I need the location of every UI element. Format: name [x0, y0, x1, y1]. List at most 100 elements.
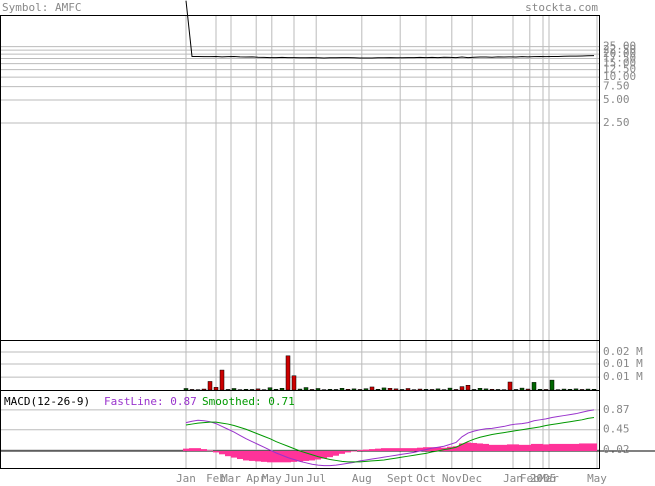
grid-layer — [0, 15, 600, 468]
volume-bar — [483, 388, 489, 391]
histogram-bar — [297, 450, 303, 462]
volume-bar — [291, 375, 297, 391]
histogram-bar — [195, 448, 201, 451]
x-tick-label: Jan — [176, 472, 196, 485]
volume-bar — [345, 388, 351, 391]
y-tick-label: 5.00 — [603, 93, 630, 106]
histogram-bar — [513, 444, 519, 451]
volume-bar — [309, 389, 315, 391]
histogram-bar — [549, 443, 555, 451]
legend-label: Smoothed: 0.71 — [202, 395, 295, 408]
histogram-bar — [369, 449, 375, 451]
x-tick-label: May — [262, 472, 282, 485]
volume-bar — [327, 388, 333, 391]
volume-bar — [405, 388, 411, 391]
x-tick-label: Mar — [221, 472, 241, 485]
x-tick-label: Mar — [539, 472, 559, 485]
y-tick-label: 2.50 — [603, 116, 630, 129]
histogram-bar — [267, 450, 273, 463]
volume-bar — [513, 389, 519, 391]
volume-bar — [231, 388, 237, 391]
volume-bar — [531, 382, 537, 391]
volume-bar — [387, 388, 393, 391]
volume-bar — [213, 387, 219, 391]
histogram-bar — [411, 448, 417, 451]
histogram-bar — [315, 450, 321, 460]
histogram-bar — [339, 450, 345, 454]
histogram-bar — [585, 443, 591, 451]
volume-bar — [363, 388, 369, 391]
volume-bar — [297, 388, 303, 391]
histogram-bar — [531, 443, 537, 451]
histogram-bar — [183, 448, 189, 451]
x-tick-label: Jan — [503, 472, 523, 485]
y-tick-label: 0.01 M — [603, 357, 643, 370]
histogram-bar — [417, 447, 423, 451]
volume-bar — [285, 355, 291, 391]
y-tick-label: 15.00 — [603, 57, 636, 70]
histogram-bar — [375, 448, 381, 451]
histogram-bar — [501, 444, 507, 451]
histogram-bar — [591, 443, 597, 451]
histogram-bar — [357, 450, 363, 451]
volume-bar — [447, 387, 453, 391]
histogram-bar — [453, 446, 459, 451]
x-tick-label: Sept — [387, 472, 414, 485]
histogram-bar — [579, 443, 585, 451]
y-tick-label: 0.87 — [603, 403, 630, 416]
histogram-bar — [405, 448, 411, 451]
volume-bar — [351, 388, 357, 391]
volume-bar — [183, 388, 189, 391]
x-tick-label: 2005 — [530, 472, 557, 485]
y-tick-label: 20.00 — [603, 47, 636, 60]
histogram-bar — [321, 450, 327, 459]
histogram-bar — [525, 444, 531, 451]
volume-bar — [399, 389, 405, 391]
histogram-bar — [189, 448, 195, 451]
volume-bar — [525, 388, 531, 391]
volume-bar — [333, 389, 339, 391]
histogram-bar — [387, 448, 393, 451]
histogram-bar — [459, 443, 465, 451]
volume-bar — [435, 388, 441, 391]
y-tick-label: 0.02 — [603, 443, 630, 456]
histogram-bar — [471, 442, 477, 451]
y-tick-label: 22.50 — [603, 43, 636, 56]
histogram-bar — [555, 443, 561, 451]
histogram-bar — [507, 444, 513, 451]
histogram-bar — [483, 443, 489, 451]
volume-bar — [561, 388, 567, 391]
histogram-bar — [201, 449, 207, 451]
volume-bar — [471, 389, 477, 391]
volume-bar — [591, 388, 597, 391]
histogram-bar — [543, 444, 549, 451]
histogram-bar — [567, 443, 573, 451]
x-tick-label: May — [587, 472, 607, 485]
volume-bar — [573, 388, 579, 391]
histogram-bar — [279, 450, 285, 463]
y-tick-label: 17.50 — [603, 52, 636, 65]
volume-bar — [519, 387, 525, 391]
histogram-bar — [213, 450, 219, 453]
histogram-bar — [489, 444, 495, 451]
volume-bar — [201, 388, 207, 391]
histogram-bar — [345, 450, 351, 453]
volume-bar — [429, 389, 435, 391]
macd-title: MACD(12-26-9) — [4, 395, 90, 408]
site: stockta.com — [525, 1, 598, 14]
volume-bar — [579, 389, 585, 391]
volume-bar — [375, 388, 381, 391]
price-line — [185, 0, 595, 59]
volume-bar — [423, 388, 429, 391]
volume-bar — [207, 381, 213, 391]
histogram-bar — [333, 450, 339, 456]
histogram-bar — [231, 450, 237, 458]
x-tick-label: Dec — [462, 472, 482, 485]
histogram-bar — [477, 443, 483, 451]
volume-bar — [189, 389, 195, 391]
volume-bar — [381, 387, 387, 391]
histogram-bar — [561, 443, 567, 451]
volume-bar — [465, 385, 471, 391]
